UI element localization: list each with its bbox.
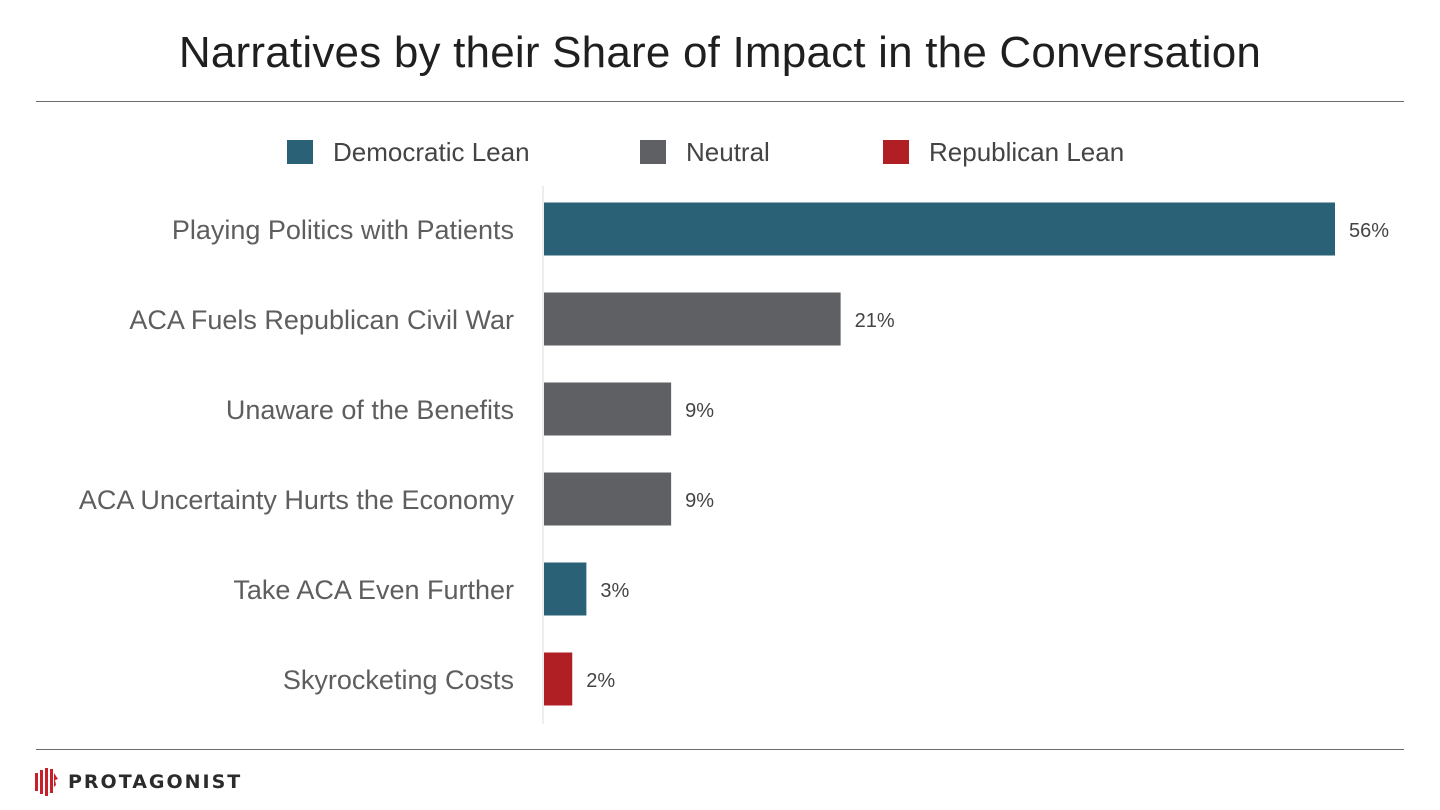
title-divider: [36, 101, 1404, 102]
value-label-2: 9%: [685, 400, 714, 422]
brand-name: PROTAGONIST: [68, 771, 243, 793]
category-label-4: Take ACA Even Further: [233, 575, 514, 605]
bar-2: [544, 382, 672, 436]
value-label-5: 2%: [586, 670, 615, 692]
brand-logo: PROTAGONIST: [34, 766, 242, 798]
profile-head-icon: [35, 768, 58, 796]
legend-swatch-republican: [883, 140, 909, 164]
value-label-4: 3%: [600, 580, 629, 602]
legend-label-democratic: Democratic Lean: [333, 136, 530, 167]
category-label-3: ACA Uncertainty Hurts the Economy: [79, 485, 515, 515]
category-label-5: Skyrocketing Costs: [283, 665, 514, 695]
legend-swatch-democratic: [287, 140, 313, 164]
legend-item-republican: Republican Lean: [883, 132, 1124, 172]
chart-legend: Democratic Lean Neutral Republican Lean: [0, 132, 1440, 172]
legend-item-neutral: Neutral: [640, 132, 770, 172]
value-label-3: 9%: [685, 490, 714, 512]
bar-3: [544, 472, 672, 526]
value-label-1: 21%: [855, 310, 895, 332]
category-label-0: Playing Politics with Patients: [172, 215, 514, 245]
legend-label-neutral: Neutral: [686, 136, 770, 167]
bar-1: [544, 292, 841, 346]
bar-0: [544, 202, 1335, 256]
chart-title: Narratives by their Share of Impact in t…: [178, 28, 1262, 77]
category-label-2: Unaware of the Benefits: [226, 395, 514, 425]
legend-swatch-neutral: [640, 140, 666, 164]
legend-item-democratic: Democratic Lean: [287, 132, 530, 172]
bar-4: [544, 562, 587, 616]
legend-label-republican: Republican Lean: [929, 136, 1125, 167]
bar-5: [544, 652, 573, 706]
value-label-0: 56%: [1349, 220, 1389, 242]
footer-divider: [36, 749, 1404, 750]
category-label-1: ACA Fuels Republican Civil War: [129, 305, 514, 335]
